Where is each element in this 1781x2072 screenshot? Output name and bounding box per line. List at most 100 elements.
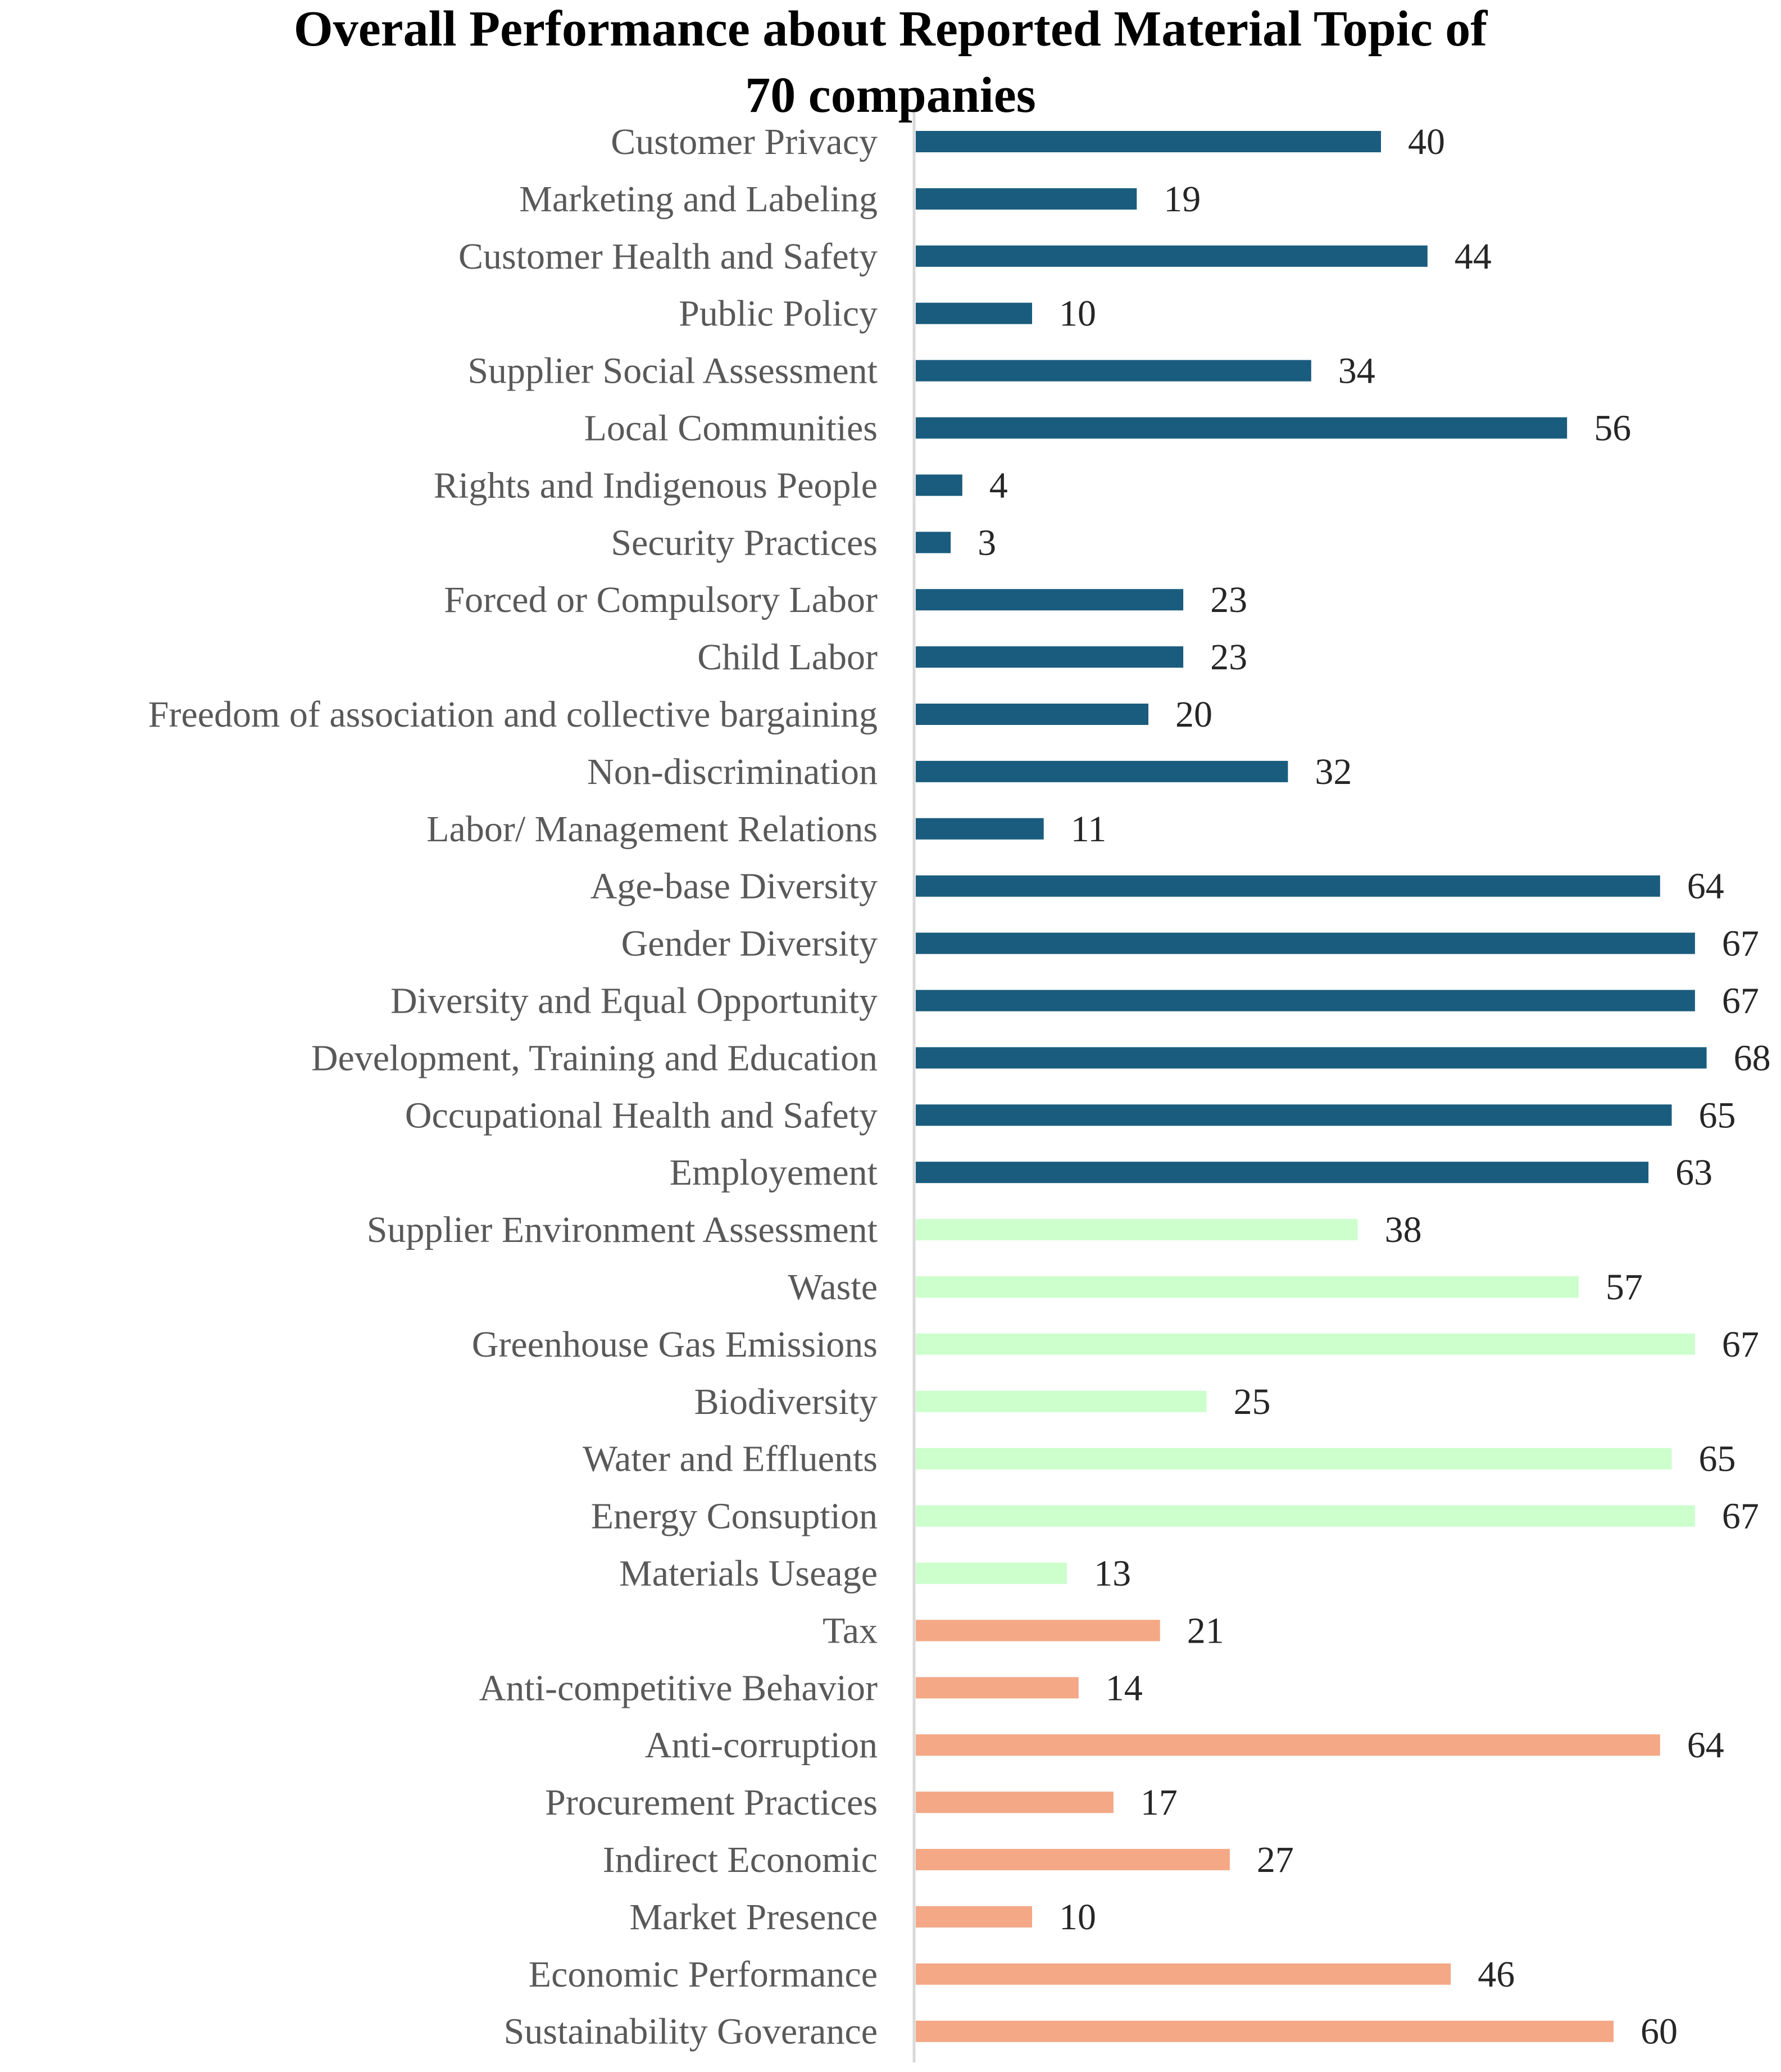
value-label-market-presence: 10 [1059, 1897, 1096, 1938]
category-label-indirect-economic: Indirect Economic [603, 1839, 878, 1880]
category-label-diversity-and-equal-opportunity: Diversity and Equal Opportunity [390, 981, 878, 1022]
bar-rights-and-indigenous-people [916, 474, 962, 496]
category-label-materials-useage: Materials Useage [619, 1553, 878, 1594]
value-label-anti-competitive-behavior: 14 [1106, 1667, 1143, 1708]
category-label-forced-or-compulsory-labor: Forced or Compulsory Labor [444, 579, 878, 620]
category-label-biodiversity: Biodiversity [694, 1381, 878, 1422]
category-label-gender-diversity: Gender Diversity [621, 923, 878, 964]
bar-forced-or-compulsory-labor [916, 589, 1184, 611]
category-label-employement: Employement [670, 1152, 878, 1193]
value-label-indirect-economic: 27 [1257, 1839, 1294, 1880]
bar-water-and-effluents [916, 1448, 1672, 1470]
bar-public-policy [916, 302, 1032, 324]
category-label-freedom-of-association-and-collective-bargaining: Freedom of association and collective ba… [148, 694, 878, 735]
category-label-non-discrimination: Non-discrimination [587, 751, 878, 792]
category-label-customer-health-and-safety: Customer Health and Safety [458, 236, 878, 277]
value-label-supplier-environment-assessment: 38 [1385, 1209, 1422, 1250]
value-label-non-discrimination: 32 [1315, 751, 1352, 792]
category-label-customer-privacy: Customer Privacy [611, 121, 878, 162]
bar-gender-diversity [916, 932, 1695, 954]
bar-employement [916, 1162, 1649, 1184]
value-label-greenhouse-gas-emissions: 67 [1722, 1324, 1759, 1365]
category-label-anti-corruption: Anti-corruption [645, 1725, 878, 1766]
category-label-marketing-and-labeling: Marketing and Labeling [519, 179, 878, 220]
bar-local-communities [916, 417, 1568, 439]
category-label-sustainability-goverance: Sustainability Goverance [504, 2011, 878, 2052]
bar-anti-corruption [916, 1734, 1660, 1756]
bar-diversity-and-equal-opportunity [916, 990, 1695, 1012]
bar-supplier-social-assessment [916, 360, 1311, 382]
bar-market-presence [916, 1906, 1032, 1928]
value-label-child-labor: 23 [1210, 637, 1247, 678]
category-label-energy-consuption: Energy Consuption [591, 1496, 878, 1537]
category-label-development-training-and-education: Development, Training and Education [311, 1037, 878, 1078]
value-label-procurement-practices: 17 [1141, 1782, 1178, 1823]
value-label-sustainability-goverance: 60 [1641, 2011, 1678, 2052]
bar-indirect-economic [916, 1849, 1230, 1870]
category-label-supplier-social-assessment: Supplier Social Assessment [467, 351, 878, 392]
category-label-local-communities: Local Communities [584, 408, 878, 449]
value-label-gender-diversity: 67 [1722, 923, 1759, 964]
bar-sustainability-goverance [916, 2020, 1614, 2042]
bar-tax [916, 1620, 1160, 1642]
value-label-biodiversity: 25 [1234, 1381, 1271, 1422]
bar-development-training-and-education [916, 1047, 1707, 1069]
category-label-labor-management-relations: Labor/ Management Relations [426, 809, 878, 850]
chart-title-line-1: Overall Performance about Reported Mater… [293, 1, 1488, 57]
value-label-age-base-diversity: 64 [1687, 866, 1724, 907]
category-label-economic-performance: Economic Performance [529, 1954, 878, 1995]
value-label-anti-corruption: 64 [1687, 1725, 1724, 1766]
value-label-occupational-health-and-safety: 65 [1699, 1095, 1736, 1136]
bar-materials-useage [916, 1562, 1067, 1584]
category-label-supplier-environment-assessment: Supplier Environment Assessment [367, 1209, 878, 1250]
value-label-materials-useage: 13 [1094, 1553, 1131, 1594]
category-label-tax: Tax [823, 1610, 878, 1651]
value-label-employement: 63 [1675, 1152, 1712, 1193]
value-label-marketing-and-labeling: 19 [1164, 179, 1201, 220]
category-label-market-presence: Market Presence [629, 1897, 878, 1938]
category-label-age-base-diversity: Age-base Diversity [590, 866, 878, 907]
bar-marketing-and-labeling [916, 188, 1137, 210]
value-label-forced-or-compulsory-labor: 23 [1210, 579, 1247, 620]
value-label-public-policy: 10 [1059, 293, 1096, 334]
bar-energy-consuption [916, 1505, 1695, 1527]
bar-economic-performance [916, 1963, 1451, 1985]
category-label-public-policy: Public Policy [679, 293, 878, 334]
bar-security-practices [916, 532, 951, 554]
category-label-procurement-practices: Procurement Practices [545, 1782, 878, 1823]
bar-greenhouse-gas-emissions [916, 1333, 1695, 1355]
value-label-tax: 21 [1187, 1610, 1224, 1651]
bar-supplier-environment-assessment [916, 1219, 1358, 1241]
category-label-anti-competitive-behavior: Anti-competitive Behavior [479, 1667, 878, 1708]
value-label-water-and-effluents: 65 [1699, 1439, 1736, 1480]
bar-anti-competitive-behavior [916, 1677, 1079, 1699]
bar-waste [916, 1276, 1579, 1298]
chart-title-line-2: 70 companies [745, 67, 1036, 123]
value-label-waste: 57 [1606, 1267, 1643, 1308]
bar-age-base-diversity [916, 875, 1660, 897]
value-label-labor-management-relations: 11 [1071, 809, 1107, 850]
value-label-energy-consuption: 67 [1722, 1496, 1759, 1537]
bar-procurement-practices [916, 1792, 1114, 1813]
value-label-freedom-of-association-and-collective-bargaining: 20 [1175, 694, 1212, 735]
bar-occupational-health-and-safety [916, 1104, 1672, 1126]
category-label-rights-and-indigenous-people: Rights and Indigenous People [434, 465, 878, 506]
category-label-waste: Waste [788, 1267, 878, 1308]
bar-labor-management-relations [916, 818, 1044, 840]
category-label-child-labor: Child Labor [697, 637, 878, 678]
bar-child-labor [916, 646, 1184, 668]
bar-customer-health-and-safety [916, 245, 1428, 267]
value-label-economic-performance: 46 [1478, 1954, 1515, 1995]
category-label-greenhouse-gas-emissions: Greenhouse Gas Emissions [472, 1324, 878, 1365]
category-label-occupational-health-and-safety: Occupational Health and Safety [405, 1095, 878, 1136]
value-label-diversity-and-equal-opportunity: 67 [1722, 981, 1759, 1022]
value-label-development-training-and-education: 68 [1734, 1037, 1771, 1078]
value-label-security-practices: 3 [978, 522, 996, 563]
bar-freedom-of-association-and-collective-bargaining [916, 704, 1148, 725]
bar-customer-privacy [916, 131, 1381, 152]
bar-biodiversity [916, 1390, 1207, 1412]
value-label-supplier-social-assessment: 34 [1338, 351, 1375, 392]
value-label-rights-and-indigenous-people: 4 [989, 465, 1008, 506]
